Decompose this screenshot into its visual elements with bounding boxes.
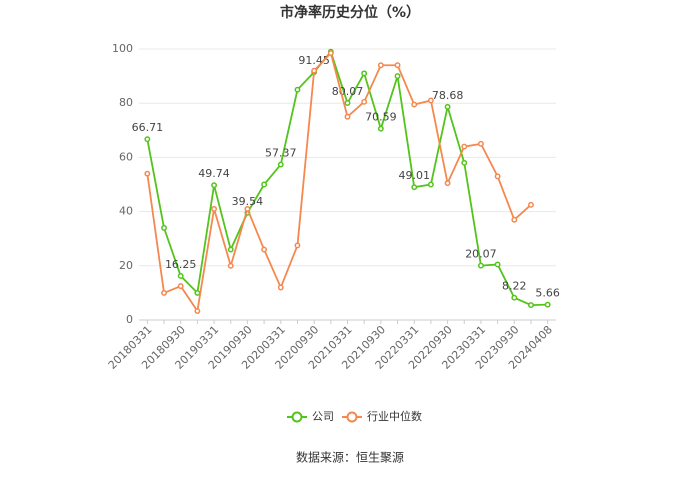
point (277, 161, 284, 168)
point (528, 201, 534, 208)
data-label: 78.68 (432, 89, 464, 102)
legend-marker (346, 411, 358, 423)
data-label: 16.25 (165, 258, 197, 271)
data-label: 57.37 (265, 147, 297, 160)
point (277, 284, 284, 291)
y-tick-label: 80 (119, 96, 133, 109)
point (477, 140, 484, 147)
point (294, 242, 301, 249)
point (261, 246, 268, 253)
point (361, 70, 368, 77)
legend-label: 行业中位数 (367, 409, 422, 423)
point (477, 262, 484, 269)
point (411, 184, 418, 191)
point (394, 73, 401, 80)
y-tick-label: 0 (126, 313, 133, 326)
point (427, 181, 434, 188)
data-label: 8.22 (502, 280, 527, 293)
data-label: 39.54 (232, 195, 264, 208)
point (377, 125, 384, 132)
point (294, 86, 301, 93)
point (227, 246, 234, 253)
point (211, 205, 218, 212)
chart-title: 市净率历史分位（%） (280, 4, 420, 21)
point (244, 205, 251, 212)
data-label: 66.71 (132, 121, 164, 134)
point (161, 224, 167, 231)
data-label: 80.07 (332, 85, 364, 98)
point (361, 98, 368, 105)
point (528, 302, 534, 309)
y-tick-label: 100 (112, 42, 133, 55)
legend-marker (291, 411, 303, 423)
point (344, 100, 351, 106)
point (494, 261, 501, 268)
point (177, 273, 184, 279)
data-label: 70.59 (365, 111, 397, 124)
data-label: 91.45 (298, 54, 330, 67)
data-label: 20.07 (465, 248, 497, 261)
point (444, 180, 451, 187)
point (144, 170, 151, 177)
y-tick-label: 60 (119, 150, 133, 163)
point (511, 294, 518, 301)
legend-label: 公司 (312, 410, 334, 423)
point (344, 113, 351, 120)
data-label: 5.66 (535, 287, 560, 300)
point (461, 159, 468, 166)
point (194, 308, 201, 315)
point (227, 262, 234, 269)
point (411, 101, 418, 108)
point (377, 62, 384, 69)
point (211, 182, 218, 189)
point (161, 289, 167, 296)
source: 数据来源：恒生聚源 (296, 450, 404, 465)
point (311, 67, 318, 74)
y-tick-label: 40 (119, 205, 133, 218)
point (494, 173, 501, 180)
point (461, 143, 468, 150)
data-label: 49.01 (398, 169, 430, 182)
point (394, 62, 401, 69)
point (144, 136, 151, 143)
point (511, 216, 518, 223)
point (427, 97, 434, 104)
point (261, 181, 268, 188)
point (177, 283, 184, 290)
data-label: 49.74 (198, 167, 230, 180)
y-tick-label: 20 (119, 259, 133, 272)
point (544, 301, 551, 308)
point (444, 103, 451, 110)
point (194, 289, 201, 296)
point (327, 50, 334, 57)
